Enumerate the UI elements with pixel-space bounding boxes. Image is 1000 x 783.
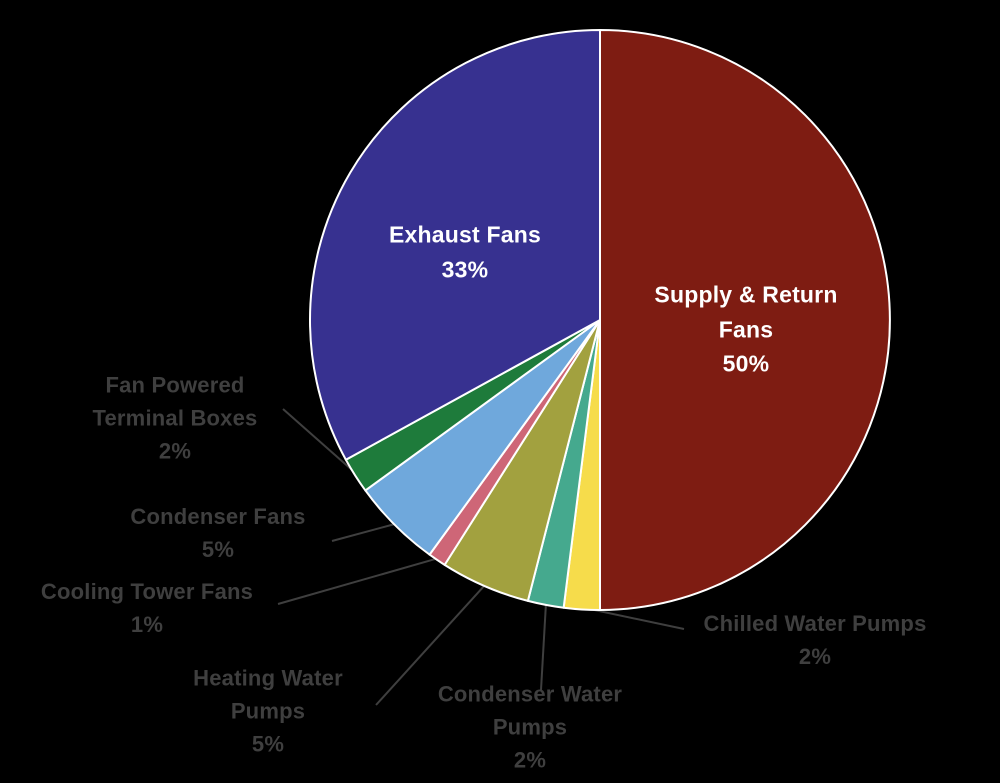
slice-label-chilled-water-pumps: Chilled Water Pumps 2%	[670, 607, 960, 673]
slice-label-text: Supply & Return Fans	[654, 281, 838, 342]
slice-label-text: Exhaust Fans	[389, 221, 541, 248]
slice-label-text: Cooling Tower Fans	[40, 579, 254, 604]
slice-label-condenser-water-pumps: Condenser Water Pumps 2%	[428, 678, 633, 777]
pie-slice-supply-return-fans	[599, 29, 891, 611]
slice-label-condenser-fans: Condenser Fans 5%	[98, 500, 338, 566]
slice-label-supply-return-fans: Supply & Return Fans 50%	[641, 277, 851, 381]
slice-pct-text: 5%	[201, 537, 235, 562]
pie-slice-exhaust-fans	[309, 29, 601, 461]
slice-label-text: Condenser Fans	[130, 504, 306, 529]
slice-label-heating-water-pumps: Heating Water Pumps 5%	[181, 662, 356, 761]
leader-lines-group	[277, 408, 685, 706]
slice-pct-text: 2%	[158, 438, 192, 464]
leader-line-condenser-fans	[331, 522, 397, 542]
slice-pct-text: 2%	[513, 747, 547, 773]
slice-pct-text: 1%	[130, 612, 164, 637]
pie-slices-group	[309, 29, 891, 611]
slice-label-text: Heating Water Pumps	[193, 665, 343, 724]
leader-line-condenser-water-pumps	[540, 602, 547, 691]
slice-label-text: Condenser Water Pumps	[437, 681, 623, 740]
leader-line-cooling-tower-fans	[277, 557, 439, 605]
leader-line-chilled-water-pumps	[581, 606, 685, 630]
leader-line-fan-powered-terminal-boxes	[282, 408, 358, 476]
slice-pct-text: 2%	[798, 644, 832, 669]
leader-line-heating-water-pumps	[375, 583, 487, 706]
slice-pct-text: 33%	[441, 256, 489, 282]
slice-label-cooling-tower-fans: Cooling Tower Fans 1%	[7, 575, 287, 641]
slice-label-fan-powered-terminal-boxes: Fan Powered Terminal Boxes 2%	[75, 369, 275, 468]
slice-label-exhaust-fans: Exhaust Fans 33%	[335, 218, 595, 287]
slice-pct-text: 50%	[722, 350, 770, 377]
slice-pct-text: 5%	[251, 731, 285, 757]
slice-label-text: Chilled Water Pumps	[703, 611, 927, 636]
slice-label-text: Fan Powered Terminal Boxes	[92, 372, 258, 431]
